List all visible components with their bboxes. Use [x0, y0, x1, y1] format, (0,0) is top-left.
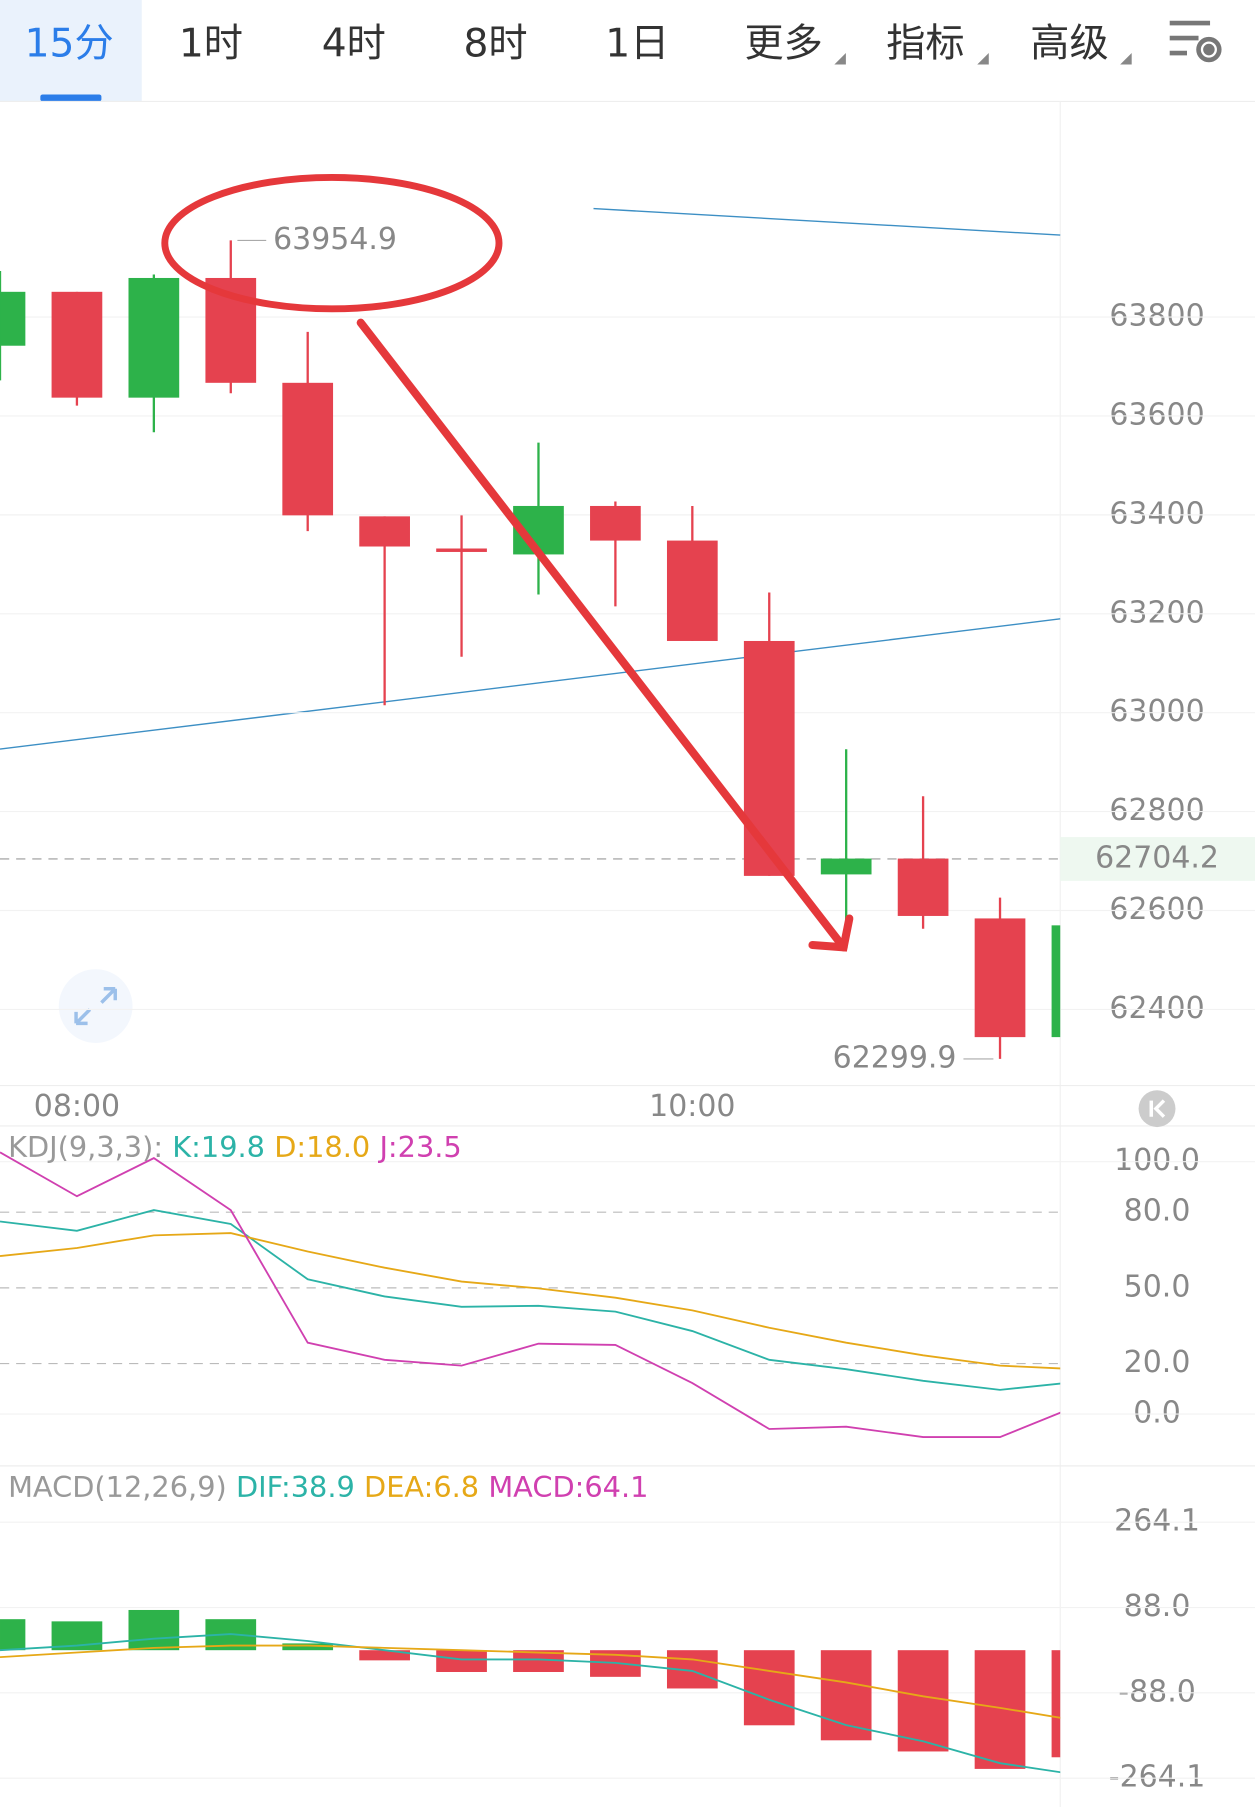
active-tab-underline [40, 94, 102, 102]
trend-line [0, 618, 1061, 750]
trend-arrow [356, 318, 854, 952]
indicator-line [0, 1209, 1061, 1391]
tab[interactable]: 高级 [1030, 22, 1108, 67]
reset-icon [1149, 1099, 1166, 1118]
macd-bar [128, 1609, 180, 1651]
expand-icon [74, 987, 117, 1026]
x-tick-label: 08:00 [34, 1089, 120, 1124]
indicator-line [0, 1633, 1061, 1774]
low-label: 62299.9 [833, 1040, 957, 1075]
macd-bar [359, 1650, 410, 1661]
candle-body [897, 858, 949, 916]
chart-layer: 15分 1时 4时 8时 1日 更多 指标 高级 62400 62600 62800 63000 632… [0, 22, 1255, 1795]
macd-bar [436, 1650, 487, 1672]
y-tick-label: 100.0 [1114, 1143, 1200, 1178]
tab[interactable]: 1日 [605, 22, 669, 67]
legend-entry: K:19.8 [172, 1130, 265, 1164]
macd-bar [0, 1619, 26, 1651]
indicator-line [0, 1232, 1061, 1370]
candle-body [436, 548, 487, 552]
settings-icon[interactable] [1169, 20, 1222, 63]
tab[interactable]: 1时 [179, 22, 243, 67]
last-price-label: 62704.2 [1095, 840, 1219, 875]
tab[interactable]: 指标 [886, 22, 964, 67]
y-tick-label: -264.1 [1109, 1760, 1206, 1795]
indicator-legend: MACD(12,26,9) DIF:38.9 DEA:6.8 MACD:64.1 [8, 1470, 648, 1504]
candle-body [1051, 925, 1061, 1038]
highlight-ellipse [161, 174, 503, 313]
indicator-line [0, 1151, 1061, 1438]
macd-bar [743, 1650, 795, 1726]
candle-body [820, 858, 872, 875]
tab[interactable]: 更多 [744, 22, 822, 67]
legend-entry: DIF:38.9 [236, 1470, 355, 1504]
macd-bar [513, 1650, 564, 1672]
candle-body [359, 516, 410, 547]
y-tick-label: 264.1 [1114, 1504, 1200, 1539]
tab[interactable]: 8时 [463, 22, 527, 67]
y-tick-label: 20.0 [1124, 1345, 1191, 1380]
high-label: 63954.9 [273, 222, 397, 257]
y-tick-label: 0.0 [1133, 1396, 1181, 1431]
candle-body [282, 382, 334, 516]
candle-body [51, 291, 103, 398]
legend-entry: DEA:6.8 [364, 1470, 479, 1504]
plot-layer [0, 240, 1061, 1774]
y-tick-label: 50.0 [1124, 1269, 1191, 1304]
macd-bar [974, 1650, 1026, 1769]
macd-bar [820, 1650, 872, 1741]
indicator-legend: KDJ(9,3,3): K:19.8 D:18.0 J:23.5 [8, 1130, 462, 1164]
candle-body [743, 640, 795, 876]
y-tick-label: 80.0 [1124, 1194, 1191, 1229]
tab[interactable]: 15分 [25, 22, 114, 67]
indicator-title: MACD(12,26,9) [8, 1470, 227, 1504]
indicator-title: KDJ(9,3,3): [8, 1130, 163, 1164]
candle-body [666, 540, 718, 641]
indicator-line [0, 1644, 1061, 1719]
expand-button[interactable] [58, 969, 133, 1043]
candle-body [974, 918, 1026, 1038]
tab[interactable]: 4时 [322, 22, 386, 67]
y-tick-label: 62800 [1109, 793, 1204, 828]
y-tick-label: 63400 [1109, 496, 1204, 531]
macd-bar [897, 1650, 949, 1752]
last-price-box [1060, 837, 1255, 881]
y-tick-label: 63600 [1109, 397, 1204, 432]
candle-body [128, 277, 180, 398]
y-tick-label: 63800 [1109, 299, 1204, 334]
candle-body [0, 291, 26, 346]
macd-bar [1051, 1650, 1061, 1758]
y-tick-label: 62400 [1109, 991, 1204, 1026]
y-tick-label: -88.0 [1118, 1674, 1196, 1709]
legend-entry: J:23.5 [377, 1130, 461, 1164]
trend-line [593, 207, 1061, 236]
active-tab-bg [0, 0, 142, 102]
legend-entry: D:18.0 [274, 1130, 370, 1164]
macd-bar [282, 1643, 334, 1651]
y-tick-label: 63000 [1109, 694, 1204, 729]
y-tick-label: 88.0 [1124, 1589, 1191, 1624]
y-tick-label: 63200 [1109, 595, 1204, 630]
y-tick-label: 62600 [1109, 892, 1204, 927]
candle-body [590, 505, 641, 541]
legend-entry: MACD:64.1 [488, 1470, 648, 1504]
x-tick-label: 10:00 [649, 1089, 735, 1124]
